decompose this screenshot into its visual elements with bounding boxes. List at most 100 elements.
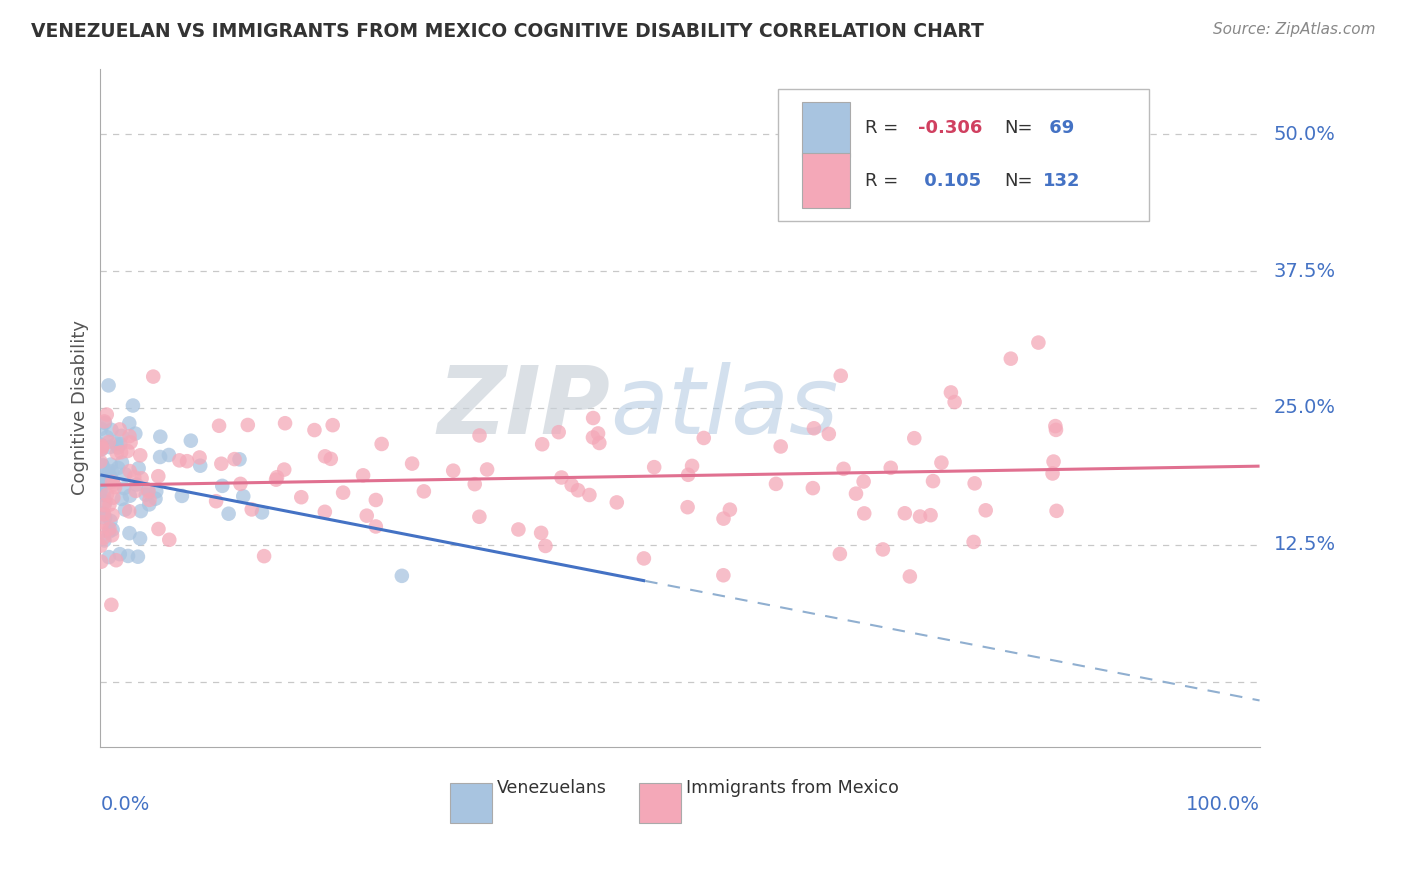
Point: [105, 436, 128, 450]
Point: [129, 448, 152, 462]
Point: [765, 476, 787, 491]
Point: [567, 483, 589, 498]
Point: [149, 430, 172, 444]
Point: [711, 568, 734, 582]
FancyBboxPatch shape: [801, 103, 851, 157]
Point: [111, 491, 134, 506]
Point: [142, 369, 165, 384]
Point: [606, 495, 628, 509]
Text: Venezuelans: Venezuelans: [496, 779, 606, 797]
Point: [180, 434, 202, 448]
Point: [903, 431, 925, 445]
Point: [100, 423, 122, 437]
FancyBboxPatch shape: [801, 153, 851, 208]
Point: [138, 484, 160, 499]
Point: [107, 461, 129, 475]
Point: [832, 462, 855, 476]
Point: [101, 464, 124, 478]
Point: [209, 457, 232, 471]
Point: [138, 497, 160, 511]
Point: [105, 446, 128, 460]
Point: [578, 488, 600, 502]
Point: [90, 442, 112, 456]
Point: [98, 475, 121, 490]
Point: [1045, 504, 1067, 518]
Point: [920, 508, 942, 523]
Point: [90, 555, 112, 569]
Point: [676, 467, 699, 482]
Point: [93, 533, 115, 548]
Point: [211, 479, 233, 493]
Point: [128, 461, 150, 475]
Point: [103, 491, 125, 505]
Point: [129, 532, 152, 546]
Point: [101, 528, 124, 542]
Point: [93, 508, 115, 522]
Y-axis label: Cognitive Disability: Cognitive Disability: [72, 320, 89, 495]
Point: [1028, 335, 1050, 350]
Point: [118, 417, 141, 431]
Point: [96, 488, 118, 502]
Point: [125, 483, 148, 498]
Point: [138, 492, 160, 507]
Point: [801, 481, 824, 495]
Point: [97, 378, 120, 392]
Point: [218, 507, 240, 521]
Point: [468, 509, 491, 524]
Point: [250, 505, 273, 519]
Point: [110, 429, 132, 443]
Point: [91, 458, 114, 473]
Text: 0.0%: 0.0%: [100, 795, 149, 814]
Point: [1045, 423, 1067, 437]
Point: [266, 470, 288, 484]
Point: [229, 476, 252, 491]
Point: [1045, 419, 1067, 434]
Point: [100, 514, 122, 528]
Point: [90, 439, 112, 453]
Point: [817, 426, 839, 441]
Point: [1042, 454, 1064, 468]
Point: [370, 437, 392, 451]
Point: [356, 508, 378, 523]
Point: [96, 408, 118, 422]
Point: [93, 531, 115, 545]
Point: [232, 489, 254, 503]
FancyBboxPatch shape: [640, 783, 681, 822]
Point: [853, 507, 876, 521]
Point: [880, 460, 903, 475]
Point: [228, 452, 250, 467]
Point: [561, 478, 583, 492]
Text: R =: R =: [866, 171, 904, 189]
FancyBboxPatch shape: [779, 89, 1150, 221]
Text: 100.0%: 100.0%: [1185, 795, 1260, 814]
Point: [718, 502, 741, 516]
Point: [94, 495, 117, 509]
Point: [103, 477, 125, 491]
Point: [101, 523, 124, 537]
Point: [364, 493, 387, 508]
Point: [974, 503, 997, 517]
Point: [100, 470, 122, 484]
Point: [441, 464, 464, 478]
Point: [332, 485, 354, 500]
Text: Source: ZipAtlas.com: Source: ZipAtlas.com: [1212, 22, 1375, 37]
Point: [145, 484, 167, 499]
Point: [136, 483, 159, 497]
Point: [118, 429, 141, 443]
Point: [112, 481, 135, 495]
Point: [129, 504, 152, 518]
Point: [894, 506, 917, 520]
Point: [111, 456, 134, 470]
Point: [963, 476, 986, 491]
Point: [149, 450, 172, 464]
Point: [962, 535, 984, 549]
Text: atlas: atlas: [610, 362, 838, 453]
FancyBboxPatch shape: [450, 783, 492, 822]
Point: [314, 450, 336, 464]
Point: [131, 471, 153, 485]
Point: [908, 509, 931, 524]
Point: [105, 553, 128, 567]
Point: [157, 448, 180, 462]
Text: 25.0%: 25.0%: [1274, 399, 1336, 417]
Point: [96, 474, 118, 488]
